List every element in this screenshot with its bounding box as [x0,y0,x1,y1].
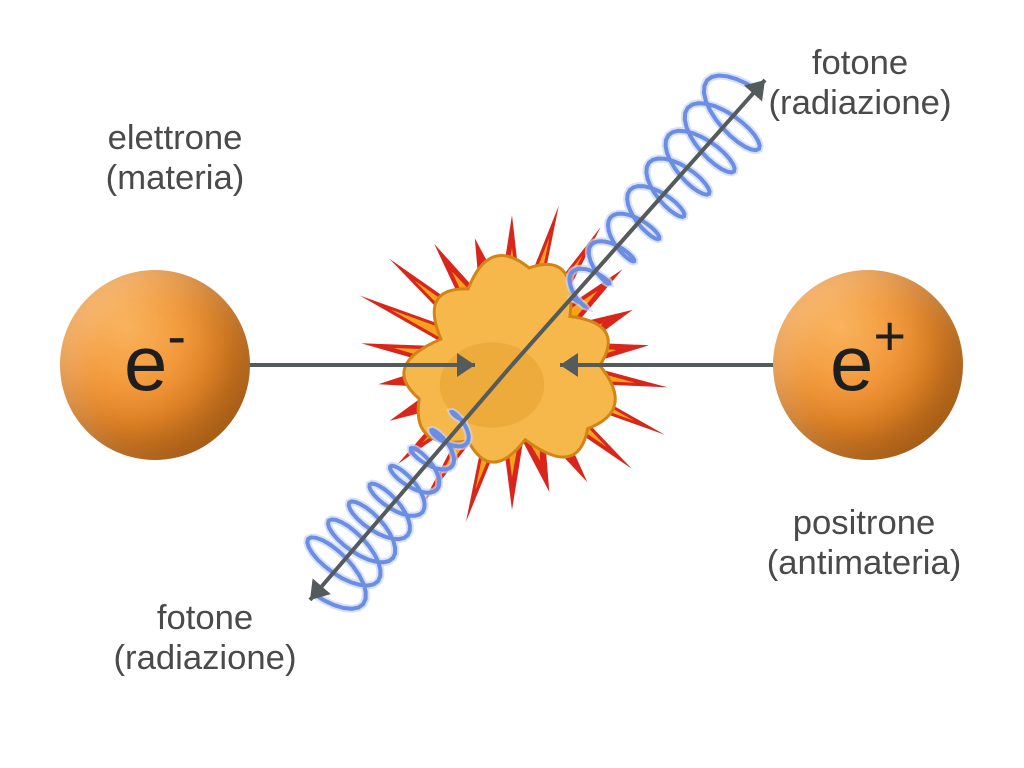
diagram-stage: e- e+ elettrone (materia) positrone (ant… [0,0,1024,768]
electron-charge: - [167,304,186,367]
positron-charge: + [873,304,906,367]
positron-particle: e+ [773,270,963,460]
photon-coils [307,76,759,609]
positron-letter: e [830,319,873,407]
electron-particle: e- [60,270,250,460]
positron-symbol: e+ [830,311,906,409]
electron-symbol: e- [124,311,186,409]
electron-label: elettrone (materia) [25,119,325,199]
electron-letter: e [124,319,167,407]
positron-label: positrone (antimateria) [714,504,1014,584]
photon-bottom-label: fotone (radiazione) [55,599,355,679]
explosion [360,206,668,522]
photon-top-label: fotone (radiazione) [710,44,1010,124]
